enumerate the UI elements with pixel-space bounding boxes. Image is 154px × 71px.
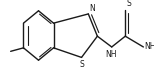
Text: S: S [126,0,131,8]
Text: NH₂: NH₂ [144,42,154,51]
Text: N: N [89,4,95,13]
Text: NH: NH [105,50,117,59]
Text: S: S [79,60,84,69]
